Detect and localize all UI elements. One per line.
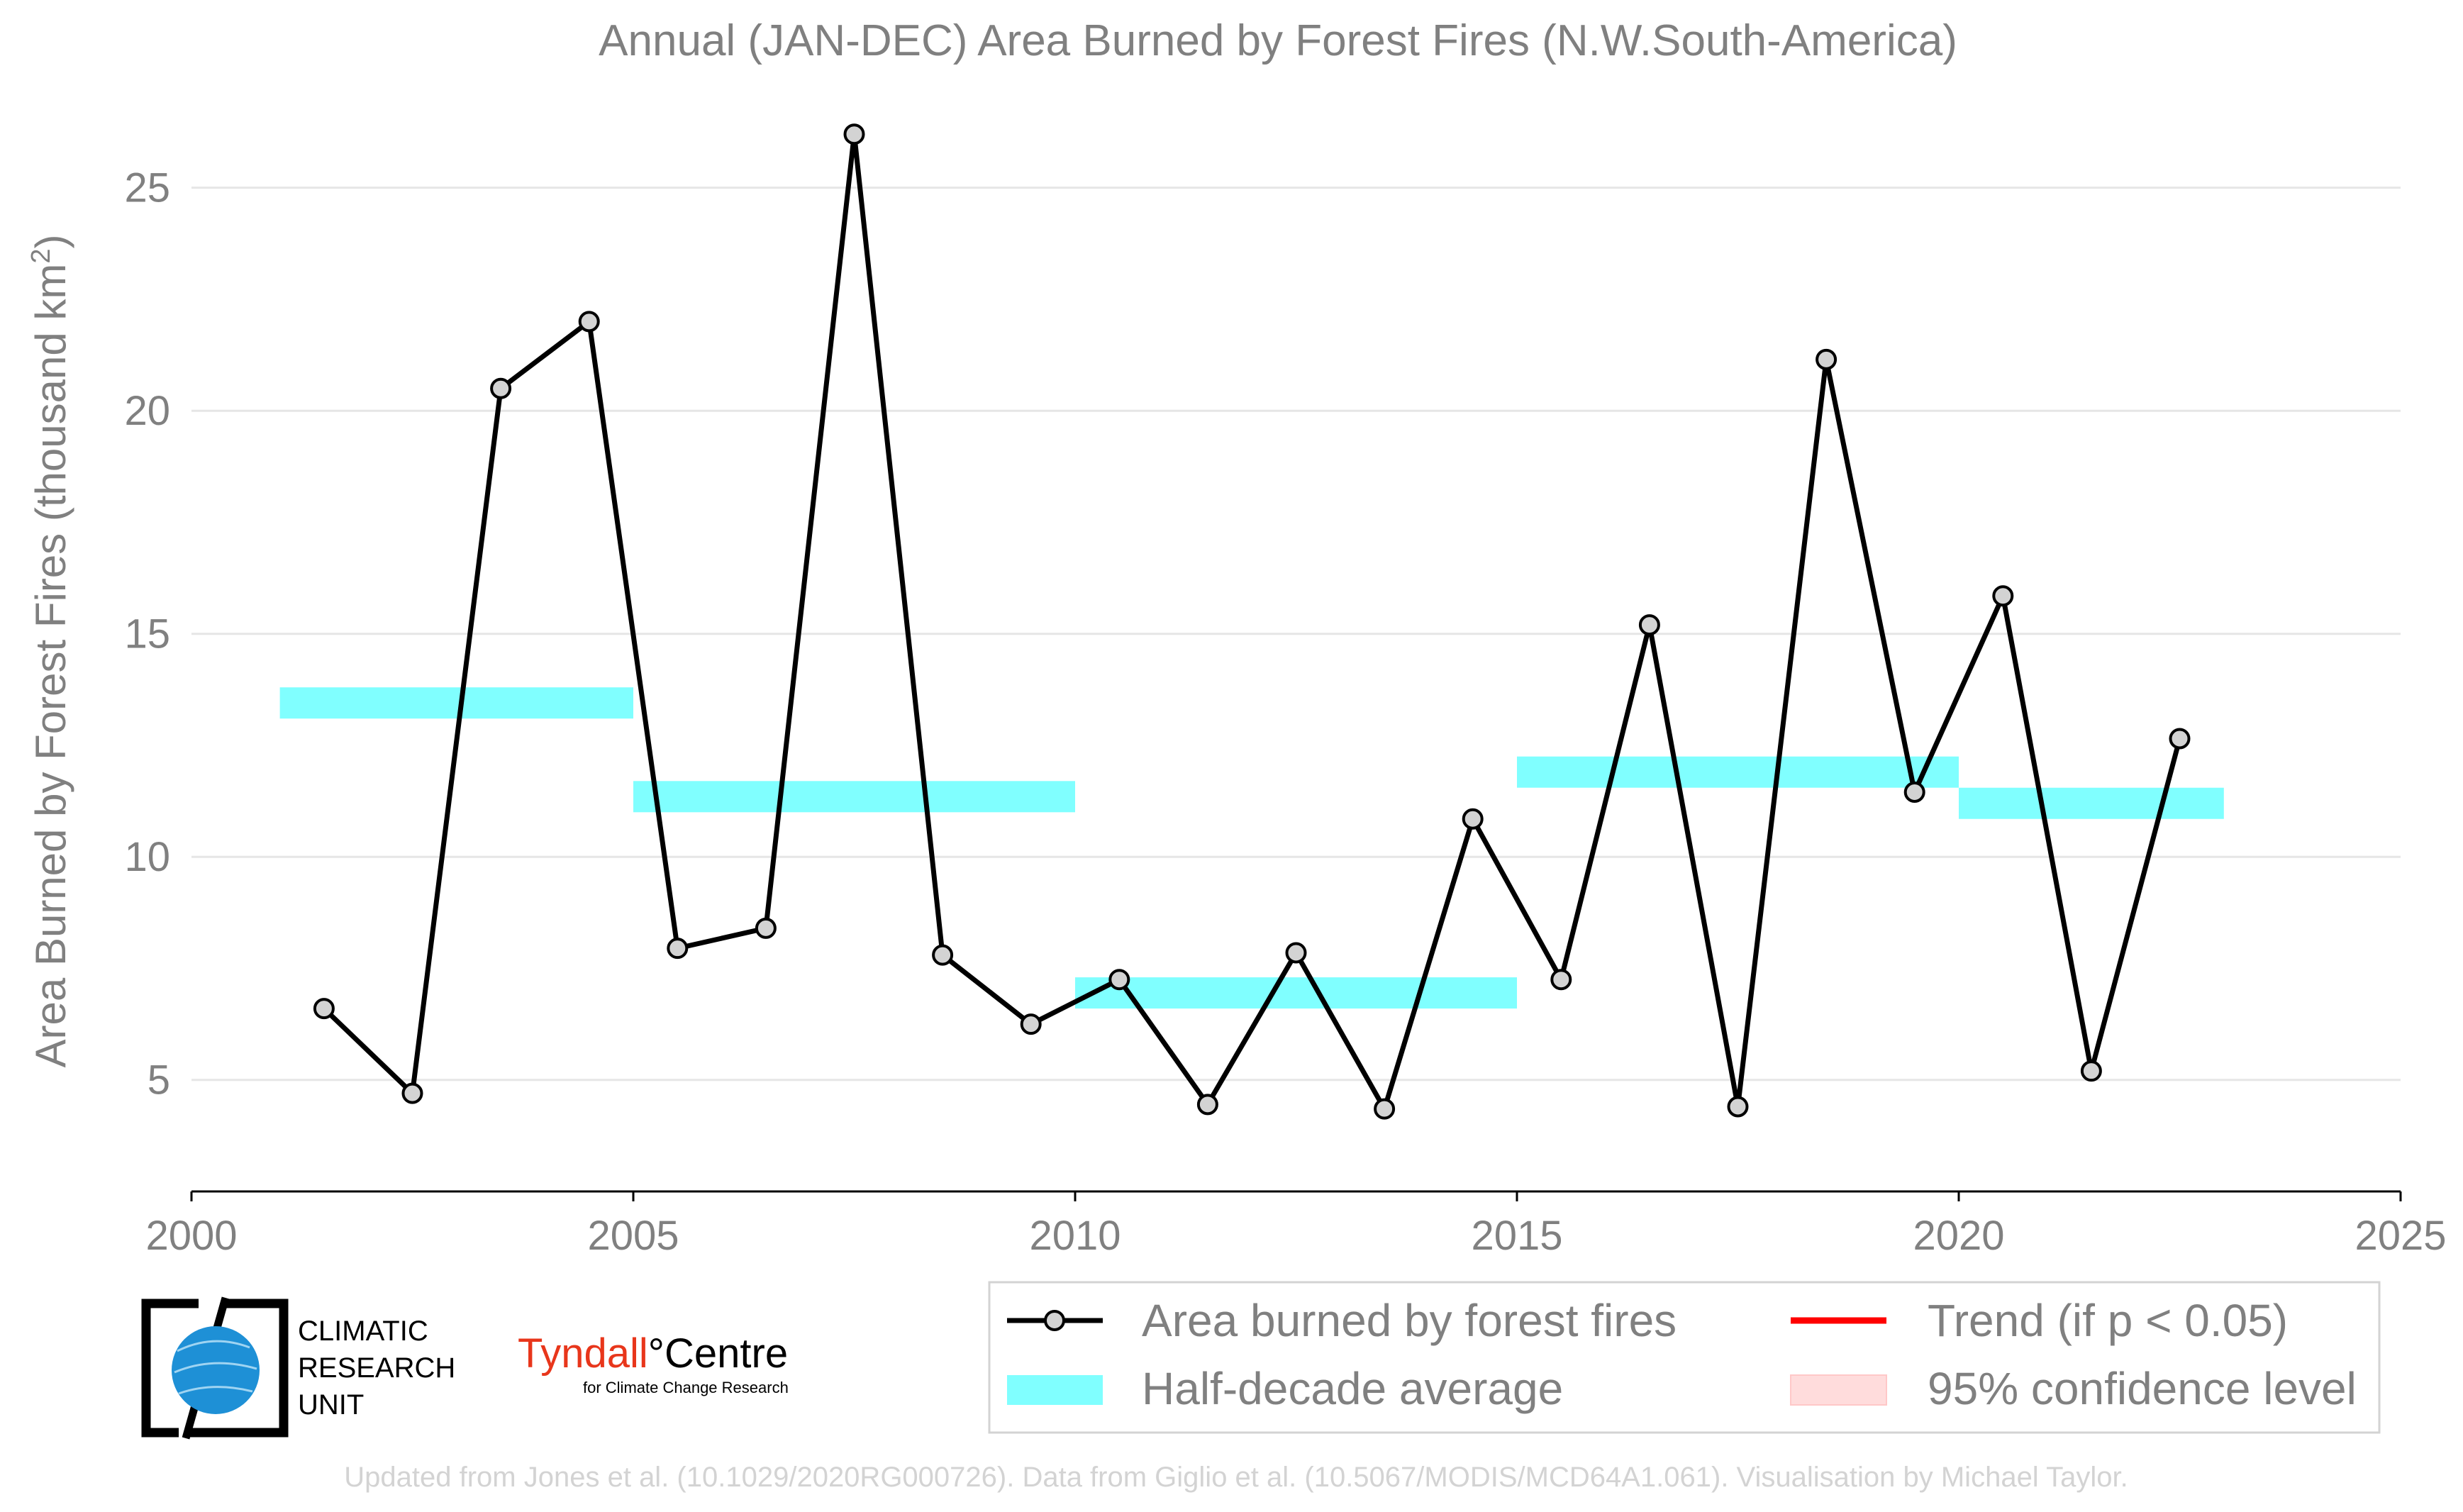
cru-logo-frame-icon — [141, 1299, 289, 1438]
cru-logo-line-1: CLIMATIC — [298, 1316, 428, 1347]
x-axis: 2000 2005 2010 2015 2020 2025 — [145, 1190, 2447, 1259]
data-point — [1727, 1096, 1749, 1118]
cru-logo-line-2: RESEARCH — [298, 1352, 455, 1384]
y-axis-label-main: Area Burned by Forest Fires (thousand km — [27, 264, 74, 1068]
data-point — [401, 1082, 423, 1104]
y-axis-label-superscript: 2 — [26, 249, 56, 264]
data-point — [1816, 348, 1837, 370]
legend-marker-icon — [1044, 1310, 1065, 1331]
half-decade-average-bar — [1075, 977, 1517, 1009]
half-decade-average-bands — [279, 687, 2224, 1009]
y-tick-label: 10 — [124, 834, 170, 880]
x-tick-label: 2025 — [2354, 1213, 2446, 1259]
data-point — [667, 938, 689, 960]
data-point — [490, 377, 512, 399]
globe-contour-icon — [174, 1340, 257, 1395]
legend-label-area-burned: Area burned by forest fires — [1142, 1295, 1677, 1346]
cru-logo: CLIMATIC RESEARCH UNIT — [141, 1296, 455, 1440]
legend-label-half-decade: Half-decade average — [1142, 1363, 1563, 1414]
x-tick-label: 2000 — [145, 1213, 237, 1259]
gridlines — [191, 187, 2401, 1082]
credit-line: Updated from Jones et al. (10.1029/2020R… — [344, 1462, 2128, 1493]
legend-confidence-band-icon — [1790, 1374, 1887, 1406]
chart-title: Annual (JAN-DEC) Area Burned by Forest F… — [599, 16, 1957, 65]
data-point — [1196, 1094, 1218, 1116]
legend-label-confidence: 95% confidence level — [1928, 1363, 2357, 1414]
y-tick-label: 5 — [148, 1057, 170, 1104]
half-decade-average-bar — [633, 781, 1075, 813]
y-axis-label-close: ) — [27, 235, 74, 249]
y-axis: 5 10 15 20 25 — [124, 165, 170, 1104]
legend-band-half-decade-icon — [1007, 1375, 1103, 1405]
legend-label-trend: Trend (if p < 0.05) — [1928, 1295, 2288, 1346]
legend-box — [988, 1281, 2381, 1434]
y-tick-label: 15 — [124, 611, 170, 657]
x-tick-label: 2020 — [1913, 1213, 2004, 1259]
legend: Area burned by forest fires Half-decade … — [988, 1281, 2381, 1434]
tyndall-logo-tyndall: Tyndall — [518, 1330, 648, 1377]
data-point — [1992, 585, 2014, 607]
data-point — [1285, 942, 1307, 964]
data-point — [2080, 1060, 2102, 1082]
cru-logo-line-3: UNIT — [298, 1389, 364, 1421]
data-point — [1020, 1013, 1042, 1035]
y-tick-label: 25 — [124, 165, 170, 211]
x-tick-label: 2010 — [1029, 1213, 1121, 1259]
area-burned-line — [322, 133, 2182, 1116]
data-point — [578, 311, 600, 333]
data-point — [1903, 782, 1925, 804]
data-point — [1550, 969, 1572, 991]
area-burned-series — [313, 123, 2191, 1120]
data-point — [1638, 614, 1660, 636]
tyndall-logo: Tyndall°Centre for Climate Change Resear… — [518, 1330, 789, 1396]
half-decade-average-bar — [279, 687, 633, 719]
tyndall-logo-centre: Centre — [665, 1330, 788, 1377]
data-point — [313, 998, 335, 1020]
x-tick-label: 2015 — [1471, 1213, 1562, 1259]
data-point — [755, 917, 777, 939]
tyndall-logo-wordmark: Tyndall°Centre — [518, 1330, 788, 1377]
half-decade-average-bar — [1517, 756, 1959, 788]
data-point — [932, 944, 954, 966]
data-point — [2169, 728, 2191, 750]
globe-icon — [172, 1326, 260, 1414]
x-tick-label: 2005 — [587, 1213, 679, 1259]
data-point — [1374, 1098, 1396, 1120]
y-tick-label: 20 — [124, 388, 170, 434]
data-point — [1108, 969, 1130, 991]
data-point — [843, 123, 865, 145]
tyndall-logo-subtitle: for Climate Change Research — [583, 1379, 789, 1396]
tyndall-logo-degree: ° — [648, 1330, 665, 1377]
y-axis-label: Area Burned by Forest Fires (thousand km… — [26, 235, 74, 1068]
half-decade-average-bar — [1959, 787, 2224, 819]
data-point — [1462, 808, 1484, 830]
